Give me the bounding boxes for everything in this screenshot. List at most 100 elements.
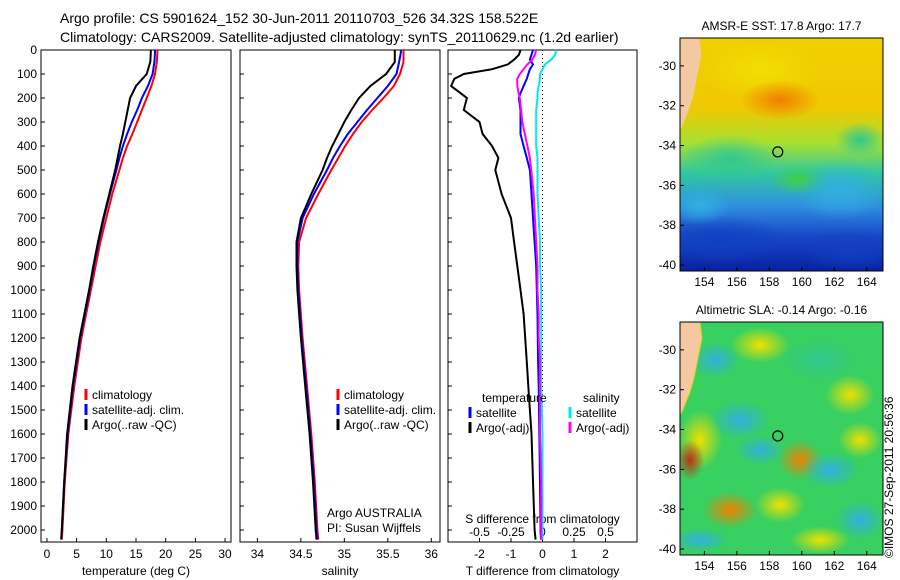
difference-top-tick-label: -0.5	[469, 525, 490, 539]
sst-map-argo-marker	[772, 146, 784, 158]
salinity-frame	[239, 49, 441, 543]
depth-tick-label: 1500	[10, 403, 37, 417]
header-line-1: Argo profile: CS 5901624_152 30-Jun-2011…	[60, 10, 539, 26]
credit-text: ©IMOS 27-Sep-2011 20:56:36	[882, 396, 896, 558]
salinity-xtick-label: 34.5	[289, 547, 313, 561]
legend-label: Argo(..raw -QC)	[92, 418, 177, 432]
sla-patch	[838, 422, 882, 458]
annotation-pi: PI: Susan Wijffels	[327, 521, 421, 535]
difference-legend-label: Argo(-adj)	[576, 421, 629, 435]
difference-xtick-label: -2	[474, 547, 485, 561]
temperature-xtick-label: 25	[189, 547, 203, 561]
sst-patch	[740, 80, 820, 120]
sla-map-ytick-label: -40	[659, 542, 677, 556]
sla-map-xtick-label: 154	[694, 559, 714, 573]
sla-map-ytick-label: -32	[659, 383, 677, 397]
sst-map-title: AMSR-E SST: 17.8 Argo: 17.7	[701, 19, 861, 33]
sst-patch	[800, 228, 883, 271]
sst-patch	[680, 135, 780, 185]
depth-tick-label: 400	[17, 139, 37, 153]
sla-patch	[800, 452, 860, 488]
salinity-xlabel: salinity	[322, 564, 359, 578]
sla-map-xtick-label: 164	[857, 559, 877, 573]
difference-xlabel: T difference from climatology	[466, 564, 620, 578]
depth-tick-label: 500	[17, 163, 37, 177]
depth-tick-label: 1600	[10, 427, 37, 441]
depth-tick-label: 1400	[10, 379, 37, 393]
sst-map-ytick-label: -40	[659, 258, 677, 272]
temperature-xtick-label: 5	[73, 547, 80, 561]
depth-tick-label: 1000	[10, 283, 37, 297]
depth-tick-label: 200	[17, 91, 37, 105]
temperature-series-2	[60, 50, 152, 540]
sla-map-ytick-label: -30	[659, 343, 677, 357]
salinity-xtick-label: 35.5	[376, 547, 400, 561]
sst-map-ytick-label: -36	[659, 178, 677, 192]
sla-patch	[825, 375, 875, 415]
difference-xtick-label: 2	[602, 547, 609, 561]
sla-patch	[755, 487, 805, 523]
sla-map-land	[680, 322, 703, 415]
legend-label: Argo(..raw -QC)	[344, 418, 429, 432]
sst-map-ytick-label: -30	[659, 59, 677, 73]
salinity-xtick-label: 34	[251, 547, 265, 561]
sla-map-field	[680, 322, 883, 555]
sst-map-ytick-label: -34	[659, 139, 677, 153]
difference-top-tick-label: 0.25	[562, 525, 586, 539]
temperature-xtick-label: 30	[218, 547, 232, 561]
temperature-xtick-label: 10	[100, 547, 114, 561]
salinity-xtick-label: 36	[425, 547, 439, 561]
sst-map-frame	[679, 37, 884, 272]
temperature-xlabel: temperature (deg C)	[82, 564, 190, 578]
difference-xtick-label: 1	[571, 547, 578, 561]
sla-map-xtick-label: 156	[727, 559, 747, 573]
salinity-xtick-label: 35	[338, 547, 352, 561]
sst-patch	[795, 160, 883, 220]
difference-legend-label: Argo(-adj)	[476, 421, 529, 435]
temperature-xtick-label: 20	[159, 547, 173, 561]
salinity-panel: 34 34.5 35 35.5 36 salinity climatologysatelli…	[239, 49, 441, 578]
depth-tick-label: 800	[17, 235, 37, 249]
sla-map-xtick-label: 162	[824, 559, 844, 573]
difference-legend-label: satellite	[476, 406, 517, 420]
depth-tick-label: 1700	[10, 451, 37, 465]
legend-label: climatology	[344, 388, 404, 402]
temperature-xtick-label: 15	[129, 547, 143, 561]
difference-legend-label: satellite	[576, 406, 617, 420]
difference-xtick-label: -1	[506, 547, 517, 561]
difference-series-1	[449, 49, 537, 540]
sla-patch	[690, 342, 740, 378]
depth-tick-label: 0	[30, 43, 37, 57]
sst-map-land	[680, 38, 703, 131]
sst-patch	[835, 122, 883, 158]
sst-patch	[680, 185, 730, 225]
sst-map-ytick-label: -32	[659, 99, 677, 113]
sla-map-title: Altimetric SLA: -0.14 Argo: -0.16	[696, 303, 868, 317]
temperature-panel: 0100200300400500600700800900100011001200…	[10, 43, 232, 578]
sla-map-ytick-label: -38	[659, 502, 677, 516]
difference-series-2	[535, 49, 558, 540]
depth-tick-label: 1300	[10, 355, 37, 369]
sla-patch	[702, 492, 758, 528]
sst-map-field	[680, 38, 883, 271]
depth-tick-label: 100	[17, 67, 37, 81]
legend-label: climatology	[92, 388, 152, 402]
sla-map-frame	[679, 321, 884, 556]
legend-heading-salinity: salinity	[583, 391, 620, 405]
sla-patch	[835, 500, 883, 540]
sla-map-xtick-label: 160	[792, 559, 812, 573]
sst-map-xtick-label: 158	[759, 275, 779, 289]
temperature-xtick-label: 0	[44, 547, 51, 561]
difference-series-0	[517, 49, 542, 540]
depth-tick-label: 1100	[11, 307, 37, 321]
sst-patch	[680, 215, 790, 265]
sla-map-argo-marker	[772, 430, 784, 442]
sla-map-ytick-label: -34	[659, 423, 677, 437]
sla-patch	[710, 400, 770, 440]
depth-tick-label: 1200	[10, 331, 37, 345]
difference-top-tick-label: -0.25	[497, 525, 525, 539]
depth-tick-label: 2000	[10, 523, 37, 537]
sla-patch	[730, 327, 790, 363]
depth-tick-label: 300	[17, 115, 37, 129]
sla-patch	[680, 440, 704, 480]
